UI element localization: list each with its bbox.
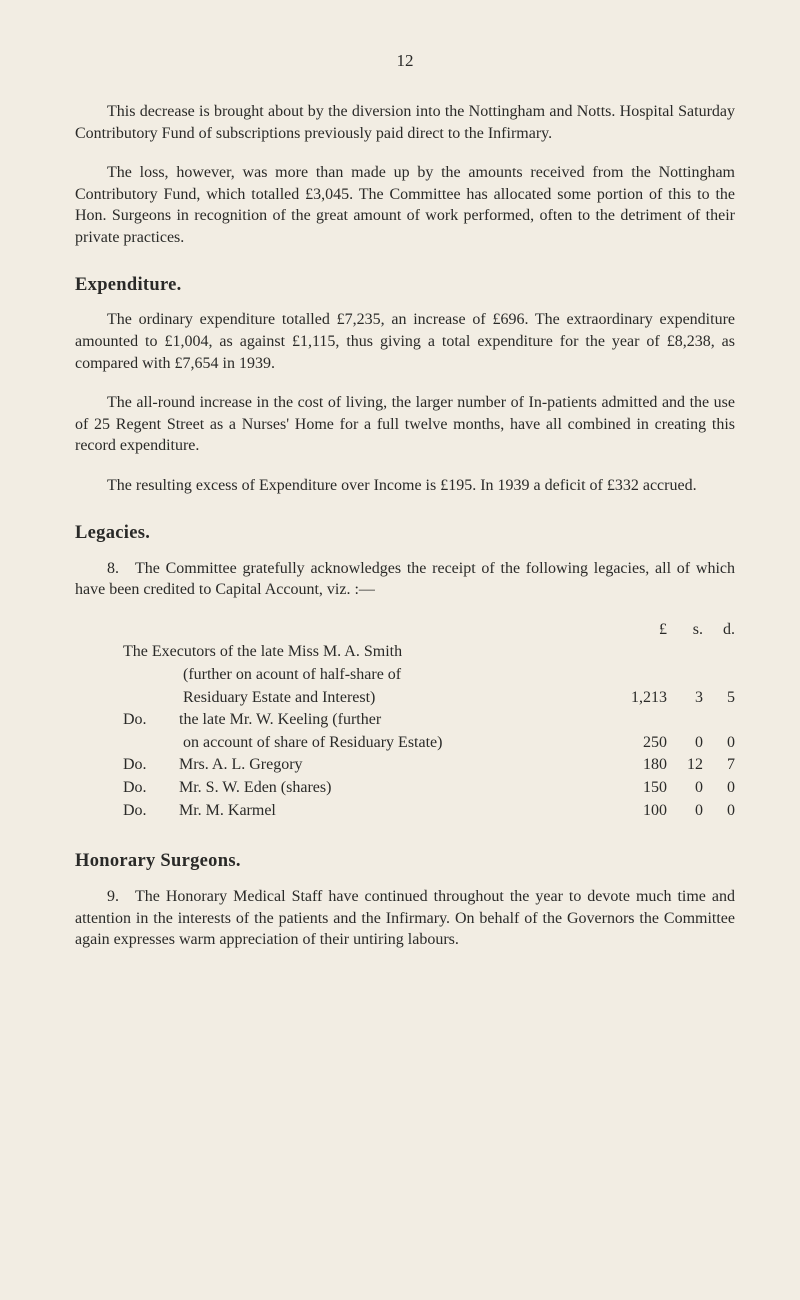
legacy-3-pence: 7 <box>715 754 735 776</box>
page-number: 12 <box>75 50 735 73</box>
legacy-3-shillings: 12 <box>679 754 703 776</box>
legacy-row-4: Do.Mr. S. W. Eden (shares) 150 0 0 <box>75 777 735 799</box>
legacy-row-2a: Do.the late Mr. W. Keeling (further <box>75 709 735 731</box>
legacy-3-pounds: 180 <box>617 754 667 776</box>
legacy-2-do: Do. <box>123 709 179 731</box>
legacy-5-pence: 0 <box>715 800 735 822</box>
heading-legacies: Legacies. <box>75 521 735 546</box>
legacy-row-1a: The Executors of the late Miss M. A. Smi… <box>75 641 735 663</box>
paragraph-legacies-intro: 8. The Committee gratefully acknowledges… <box>75 558 735 601</box>
paragraph-honorary: 9. The Honorary Medical Staff have conti… <box>75 886 735 951</box>
legacy-row-1b: (further on acount of half-share of <box>75 664 735 686</box>
paragraph-expenditure-1: The ordinary expenditure totalled £7,235… <box>75 309 735 374</box>
paragraph-loss: The loss, however, was more than made up… <box>75 162 735 248</box>
legacy-2-pounds: 250 <box>617 732 667 754</box>
col-header-pence: d. <box>715 619 735 641</box>
legacy-4-shillings: 0 <box>679 777 703 799</box>
legacy-1-shillings: 3 <box>679 687 703 709</box>
legacy-2-line2: on account of share of Residuary Estate) <box>123 732 615 754</box>
legacy-1-pence: 5 <box>715 687 735 709</box>
legacy-4-pence: 0 <box>715 777 735 799</box>
legacy-3-do: Do. <box>123 754 179 776</box>
paragraph-expenditure-2: The all-round increase in the cost of li… <box>75 392 735 457</box>
legacy-1-pounds: 1,213 <box>617 687 667 709</box>
legacy-row-2b: on account of share of Residuary Estate)… <box>75 732 735 754</box>
legacy-4-name: Mr. S. W. Eden (shares) <box>179 779 331 796</box>
heading-honorary-surgeons: Honorary Surgeons. <box>75 849 735 874</box>
legacy-1-line2: (further on acount of half-share of <box>123 664 735 686</box>
legacy-2-shillings: 0 <box>679 732 703 754</box>
legacy-3-name: Mrs. A. L. Gregory <box>179 756 303 773</box>
col-header-shillings: s. <box>679 619 703 641</box>
legacy-1-line1: The Executors of the late Miss M. A. Smi… <box>75 641 735 663</box>
legacy-row-3: Do.Mrs. A. L. Gregory 180 12 7 <box>75 754 735 776</box>
legacy-5-shillings: 0 <box>679 800 703 822</box>
col-header-pounds: £ <box>617 619 667 641</box>
legacy-2-name1: the late Mr. W. Keeling (further <box>179 711 381 728</box>
legacy-5-name: Mr. M. Karmel <box>179 802 276 819</box>
legacy-4-do: Do. <box>123 777 179 799</box>
legacy-5-do: Do. <box>123 800 179 822</box>
legacy-2-pence: 0 <box>715 732 735 754</box>
lsd-header-row: £ s. d. <box>75 619 735 641</box>
legacy-5-pounds: 100 <box>617 800 667 822</box>
paragraph-intro-decrease: This decrease is brought about by the di… <box>75 101 735 144</box>
legacy-row-1c: Residuary Estate and Interest) 1,213 3 5 <box>75 687 735 709</box>
paragraph-expenditure-3: The resulting excess of Expenditure over… <box>75 475 735 497</box>
legacy-4-pounds: 150 <box>617 777 667 799</box>
legacy-row-5: Do.Mr. M. Karmel 100 0 0 <box>75 800 735 822</box>
heading-expenditure: Expenditure. <box>75 273 735 298</box>
legacy-1-line3: Residuary Estate and Interest) <box>123 687 615 709</box>
